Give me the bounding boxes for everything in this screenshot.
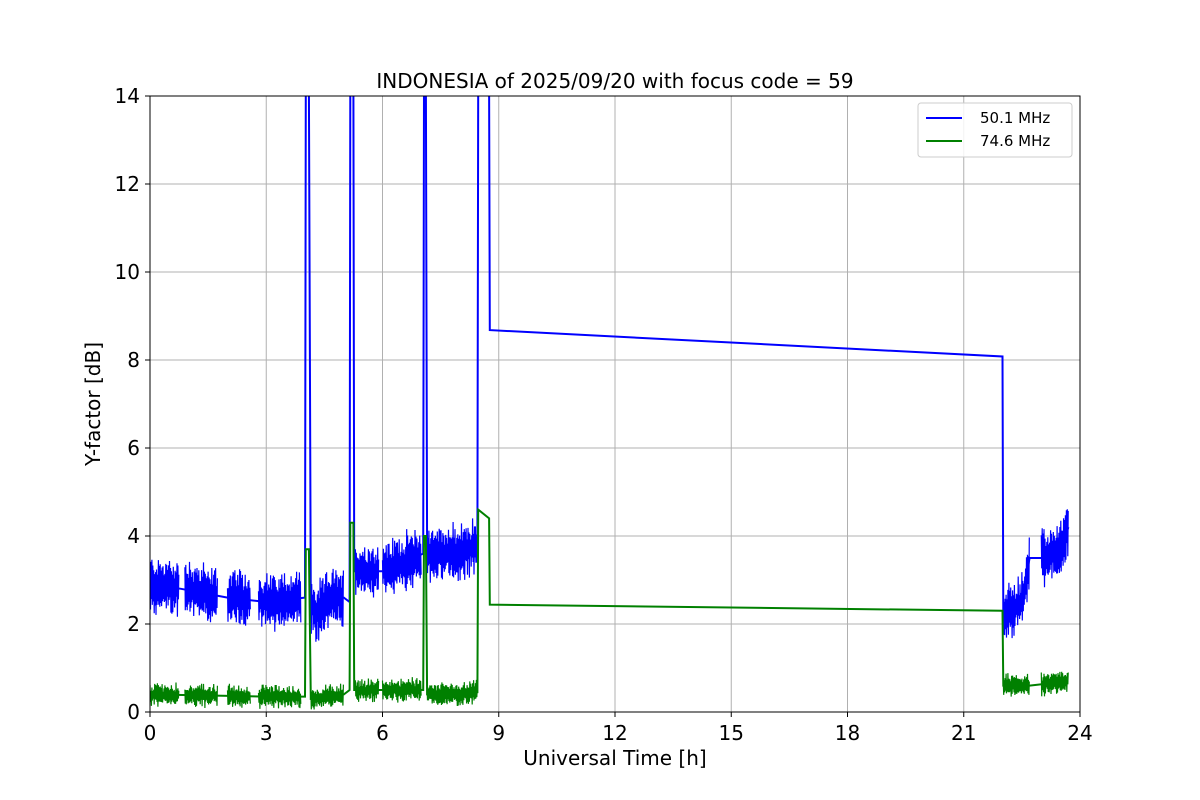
- series-1-noise-band-2: [226, 683, 251, 708]
- series-0-noise-band-2: [226, 569, 251, 626]
- y-tick-label: 14: [115, 84, 140, 108]
- series-1-noise-band-1: [184, 683, 218, 709]
- series-line-0: [150, 96, 1070, 618]
- x-tick-label: 6: [376, 721, 389, 745]
- series-0-noise-band-8: [1002, 537, 1030, 639]
- x-tick-label: 24: [1067, 721, 1092, 745]
- y-tick-label: 2: [127, 612, 140, 636]
- y-tick-label: 8: [127, 348, 140, 372]
- x-tick-label: 21: [951, 721, 976, 745]
- chart-title: INDONESIA of 2025/09/20 with focus code …: [376, 69, 853, 93]
- y-tick-label: 6: [127, 436, 140, 460]
- legend-label-1: 74.6 MHz: [980, 132, 1050, 150]
- y-tick-label: 0: [127, 700, 140, 724]
- x-axis-label: Universal Time [h]: [523, 746, 706, 770]
- legend-label-0: 50.1 MHz: [980, 109, 1050, 127]
- x-tick-label: 15: [719, 721, 744, 745]
- legend-box: [917, 102, 1073, 158]
- series-1-noise-band-7: [426, 679, 478, 707]
- y-tick-label: 4: [127, 524, 140, 548]
- x-tick-label: 12: [602, 721, 627, 745]
- series-0-noise-band-3: [257, 571, 302, 632]
- y-tick-label: 12: [115, 172, 140, 196]
- x-tick-label: 3: [260, 721, 273, 745]
- y-axis-label: Y-factor [dB]: [81, 342, 105, 467]
- series-0-noise-band-6: [381, 529, 422, 594]
- x-tick-label: 18: [835, 721, 860, 745]
- legend: 50.1 MHz 74.6 MHz: [917, 102, 1073, 158]
- series-line-1: [150, 507, 1069, 700]
- series-layer: [150, 96, 1070, 710]
- series-0-noise-band-9: [1040, 509, 1069, 588]
- x-tick-label: 0: [144, 721, 157, 745]
- x-tick-label: 9: [492, 721, 505, 745]
- series-0-noise-band-1: [184, 561, 218, 623]
- y-tick-label: 10: [115, 260, 140, 284]
- series-0-noise-band-7: [426, 518, 478, 583]
